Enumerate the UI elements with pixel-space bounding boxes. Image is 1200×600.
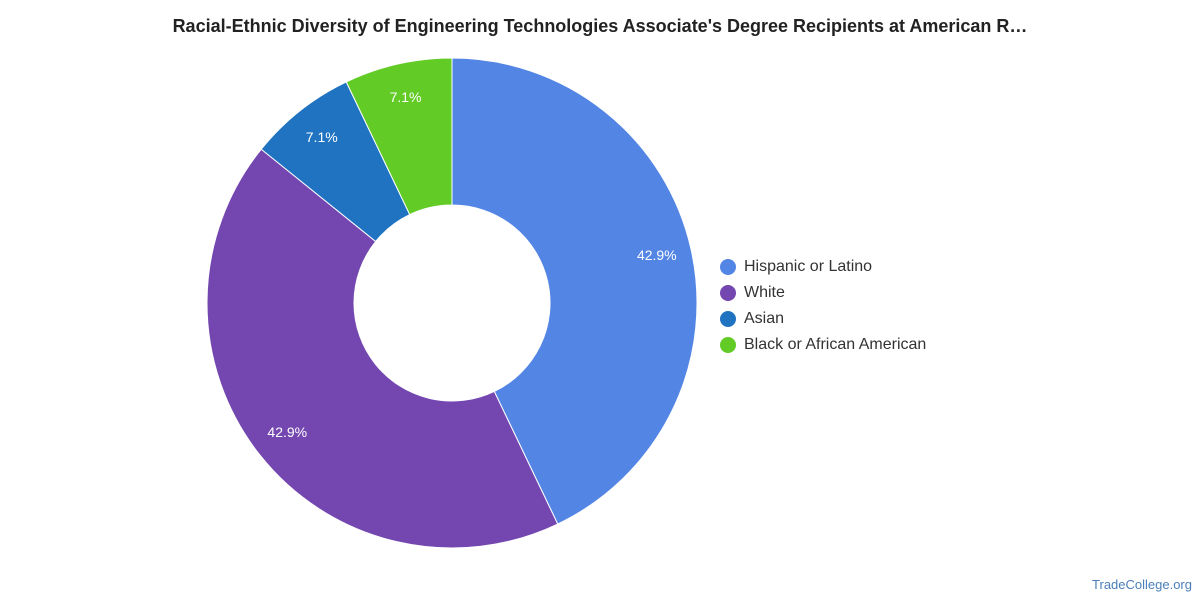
slice-label: 7.1% [306,129,338,145]
legend-item-asian[interactable]: Asian [720,306,926,332]
slice-label: 42.9% [637,247,677,263]
donut-slice-hispanic-or-latino[interactable] [451,57,698,525]
source-link[interactable]: TradeCollege.org [1092,577,1192,592]
donut-slice-white[interactable] [206,148,559,549]
legend-label: Hispanic or Latino [744,258,873,275]
legend-label: Asian [744,310,785,327]
donut-slice-black-or-african-american[interactable] [345,57,453,216]
legend-item-white[interactable]: White [720,280,926,306]
chart-title: Racial-Ethnic Diversity of Engineering T… [172,16,1028,36]
legend-swatch [720,337,736,353]
legend-label: Black or African American [744,336,927,353]
legend-swatch [720,259,736,275]
legend-item-black-or-african-american[interactable]: Black or African American [720,332,926,358]
slices-layer [206,57,698,549]
legend-item-hispanic-or-latino[interactable]: Hispanic or Latino [720,254,926,280]
slice-label: 42.9% [267,424,307,440]
slice-label: 7.1% [390,89,422,105]
legend-swatch [720,285,736,301]
legend-swatch [720,311,736,327]
legend-label: White [744,284,785,301]
slice-labels-layer: 42.9% 42.9% 7.1% 7.1% [267,89,676,440]
legend: Hispanic or Latino White Asian Black or … [720,254,926,358]
